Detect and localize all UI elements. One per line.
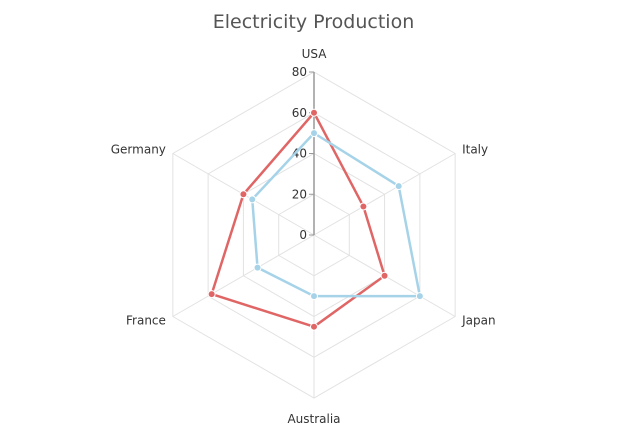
series-1-point-france (207, 290, 216, 299)
category-label-australia: Australia (287, 412, 340, 426)
tick-label-20: 20 (292, 187, 307, 201)
tick-label-80: 80 (292, 65, 307, 79)
category-label-usa: USA (302, 47, 328, 61)
tick-label-60: 60 (292, 106, 307, 120)
series-layer (207, 108, 424, 331)
category-label-japan: Japan (461, 314, 495, 328)
series-1-point-usa (310, 108, 318, 117)
series-2-point-australia (310, 292, 318, 301)
series-2-line (250, 131, 422, 298)
category-label-france: France (126, 314, 166, 328)
series-2-point-usa (310, 129, 318, 138)
category-label-italy: Italy (462, 143, 488, 157)
series-1-line (210, 111, 386, 328)
chart-title: Electricity Production (212, 11, 415, 33)
tick-label-0: 0 (299, 228, 307, 242)
series-2-point-france (253, 263, 262, 272)
category-label-germany: Germany (111, 143, 166, 157)
series-1-point-japan (380, 271, 389, 280)
radial-axis: 0 20 40 60 80 (292, 65, 315, 242)
series-1-point-germany (239, 190, 248, 199)
series-1-point-australia (310, 322, 318, 331)
grid-spoke-2 (313, 153, 456, 236)
grid-spoke-5 (172, 234, 315, 317)
series-2-point-germany (248, 195, 257, 204)
series-2-point-italy (394, 182, 403, 191)
series-2-point-japan (415, 292, 424, 301)
tick-label-40: 40 (292, 147, 307, 161)
category-labels: USA Italy Japan Australia France Germany (111, 47, 496, 426)
series-1-point-italy (359, 202, 368, 211)
